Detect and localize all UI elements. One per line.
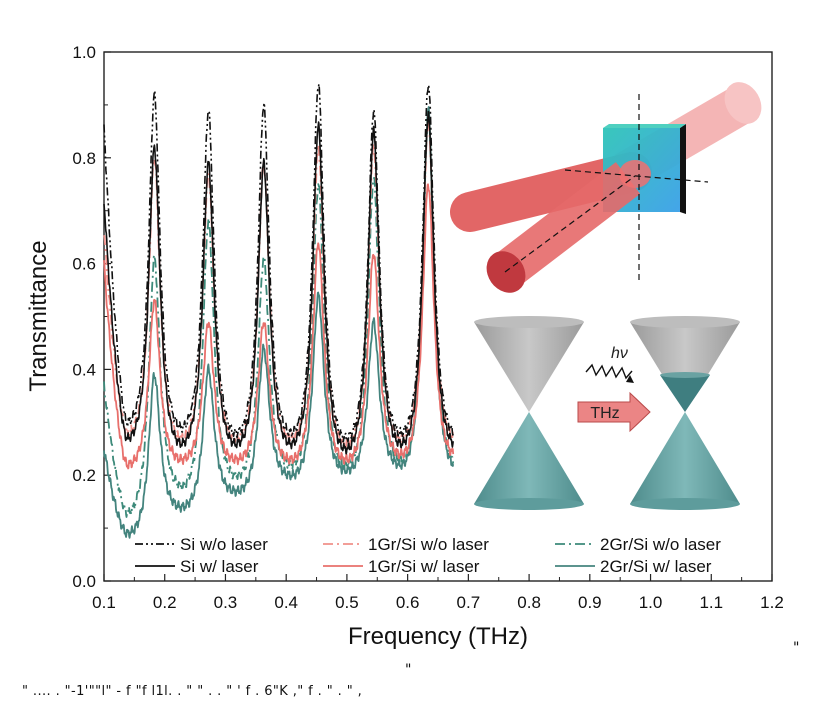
y-axis-title: Transmittance [25,240,52,391]
legend-label: 1Gr/Si w/o laser [368,535,489,554]
garbled-footer-text: " .... . "-1'""l" - f "f l1l. . " " . . … [22,684,363,699]
photon-label: hν [611,345,628,362]
series-line [103,183,455,470]
legend-label: 1Gr/Si w/ laser [368,557,480,576]
stray-quote-mark: " [405,662,412,678]
legend: Si w/o laser Si w/ laser 1Gr/Si w/o lase… [135,535,721,576]
dirac-cone-equilibrium [474,316,584,510]
dirac-cone-inset: hν THz [474,316,740,510]
x-tick-label: 0.8 [517,593,541,612]
x-axis-title: Frequency (THz) [348,623,528,650]
y-tick-label: 0.2 [72,466,96,485]
y-tick-labels: 0.0 0.2 0.4 0.6 0.8 1.0 [72,43,96,591]
dashed-axes [504,94,709,282]
laser-spot [619,160,651,188]
legend-item: 2Gr/Si w/ laser [555,557,712,576]
legend-item: 1Gr/Si w/o laser [323,535,489,554]
x-tick-label: 0.3 [214,593,238,612]
series-line [103,110,454,455]
legend-item: Si w/o laser [135,535,268,554]
thz-arrow-label: THz [590,405,619,422]
x-tick-label: 0.5 [335,593,359,612]
x-tick-label: 0.6 [396,593,420,612]
y-tick-label: 1.0 [72,43,96,62]
beam-geometry-inset [450,82,762,293]
x-tick-label: 0.7 [457,593,481,612]
series-line [103,106,455,539]
legend-label: Si w/o laser [180,535,268,554]
x-tick-label: 0.1 [92,593,116,612]
legend-label: 2Gr/Si w/ laser [600,557,712,576]
x-tick-label: 0.2 [153,593,177,612]
legend-label: Si w/ laser [180,557,259,576]
x-tick-label: 1.2 [760,593,784,612]
series-layer [103,83,455,539]
legend-item: 2Gr/Si w/o laser [555,535,721,554]
x-tick-label: 0.4 [274,593,298,612]
y-tick-label: 0.8 [72,149,96,168]
y-tick-label: 0.0 [72,572,96,591]
x-tick-label: 0.9 [578,593,602,612]
photon-wave-icon [585,363,634,383]
thz-arrow [577,391,651,433]
tick-marks [103,51,773,582]
legend-label: 2Gr/Si w/o laser [600,535,721,554]
x-tick-label: 1.1 [699,593,723,612]
y-tick-label: 0.4 [72,360,96,379]
legend-item: 1Gr/Si w/ laser [323,557,480,576]
x-tick-labels: 0.1 0.2 0.3 0.4 0.5 0.6 0.7 0.8 0.9 1.0 … [92,593,784,612]
stray-quote-mark: " [793,640,800,656]
legend-item: Si w/ laser [135,557,259,576]
y-tick-label: 0.6 [72,255,96,274]
dirac-cone-excited [630,316,740,510]
x-tick-label: 1.0 [639,593,663,612]
